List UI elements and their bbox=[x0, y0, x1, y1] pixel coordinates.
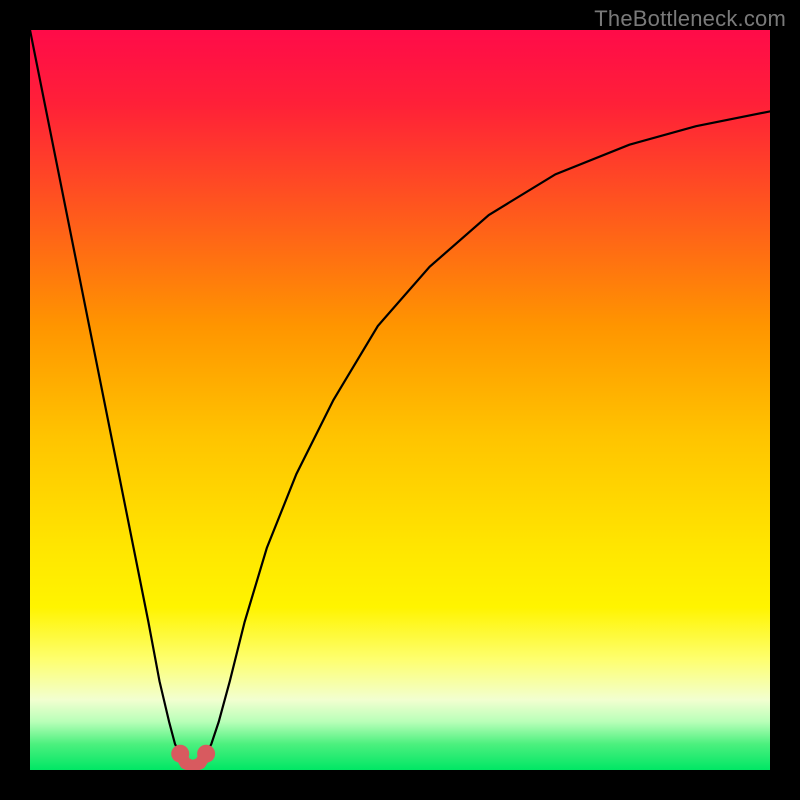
plot-frame bbox=[30, 30, 770, 770]
valley-marker-dot bbox=[197, 745, 215, 763]
plot-background bbox=[30, 30, 770, 770]
plot-svg bbox=[30, 30, 770, 770]
watermark-text: TheBottleneck.com bbox=[594, 6, 786, 32]
valley-marker-dot bbox=[171, 745, 189, 763]
chart-root: TheBottleneck.com bbox=[0, 0, 800, 800]
